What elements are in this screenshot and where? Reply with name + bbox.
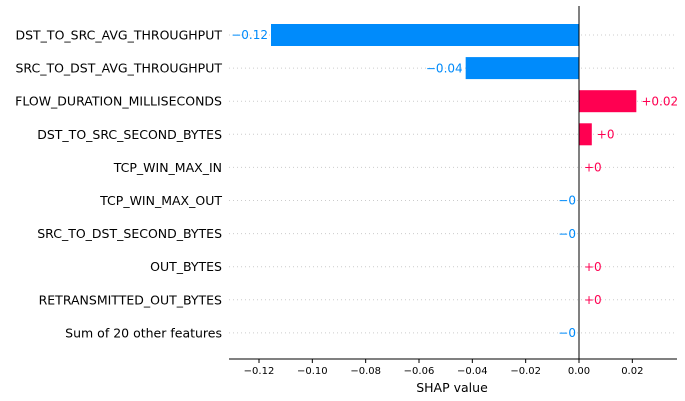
feature-label: SRC_TO_DST_SECOND_BYTES — [37, 226, 222, 241]
gridlines — [229, 34, 677, 334]
feature-labels: DST_TO_SRC_AVG_THROUGHPUT SRC_TO_DST_AVG_… — [15, 28, 222, 341]
value-label: −0 — [558, 227, 576, 241]
bar — [271, 24, 579, 46]
x-tick-label: −0.02 — [510, 366, 541, 377]
value-labels: −0.12 −0.04 +0.02 +0 +0 −0 −0 +0 +0 −0 — [231, 28, 678, 340]
bar — [579, 90, 637, 113]
value-label: −0 — [558, 194, 576, 208]
bar — [579, 123, 592, 146]
feature-label: Sum of 20 other features — [65, 325, 222, 340]
value-label: +0 — [584, 260, 602, 274]
value-label: +0 — [584, 161, 602, 175]
feature-label: SRC_TO_DST_AVG_THROUGHPUT — [15, 61, 222, 76]
x-axis-title: SHAP value — [416, 380, 488, 395]
x-tick-label: 0.00 — [568, 366, 590, 377]
feature-label: RETRANSMITTED_OUT_BYTES — [39, 292, 222, 307]
x-tick-label: −0.04 — [457, 366, 488, 377]
feature-label: FLOW_DURATION_MILLISECONDS — [15, 94, 222, 109]
value-label: +0 — [597, 128, 615, 142]
x-tick-label: −0.10 — [297, 366, 328, 377]
x-tick-label: −0.06 — [404, 366, 435, 377]
value-label: −0 — [558, 326, 576, 340]
value-label: +0.02 — [641, 94, 678, 108]
x-tick-label: 0.02 — [621, 366, 643, 377]
feature-label: DST_TO_SRC_SECOND_BYTES — [37, 127, 222, 142]
x-tick-label: −0.12 — [244, 366, 275, 377]
feature-label: DST_TO_SRC_AVG_THROUGHPUT — [15, 28, 222, 43]
feature-label: OUT_BYTES — [150, 259, 222, 274]
feature-label: TCP_WIN_MAX_IN — [113, 160, 222, 175]
x-axis: −0.12 −0.10 −0.08 −0.06 −0.04 −0.02 0.00 0.02 — [229, 358, 677, 377]
feature-label: TCP_WIN_MAX_OUT — [99, 193, 222, 208]
value-label: −0.04 — [426, 61, 463, 75]
bar — [465, 57, 579, 80]
bars — [271, 24, 637, 146]
x-tick-label: −0.08 — [350, 366, 381, 377]
value-label: −0.12 — [231, 28, 268, 42]
value-label: +0 — [584, 293, 602, 307]
